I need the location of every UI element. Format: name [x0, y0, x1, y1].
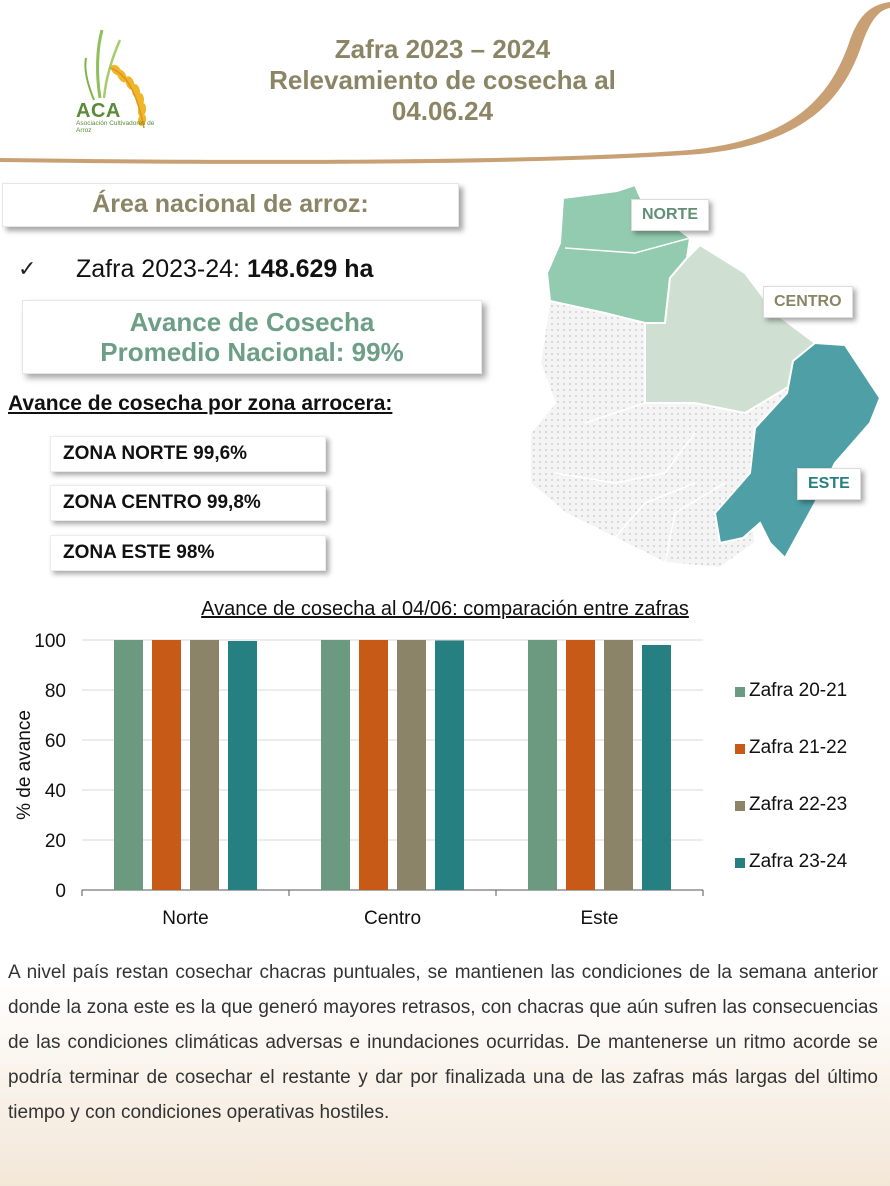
check-icon: ✓: [18, 256, 37, 281]
zafra-area-label: Zafra 2023-24:: [76, 255, 240, 283]
bar: [642, 645, 671, 890]
logo-subtext: Asociación Cultivadores de Arroz: [76, 120, 155, 134]
avance-promedio-text: Avance de Cosecha Promedio Nacional: 99%: [23, 307, 481, 367]
legend-swatch: [735, 801, 745, 811]
y-tick-label: 40: [45, 781, 66, 802]
avance-line-1: Avance de Cosecha: [129, 307, 375, 337]
legend-swatch: [735, 687, 745, 697]
zona-badge-centro: ZONA CENTRO 99,8%: [50, 485, 326, 521]
y-axis-label: % de avance: [14, 710, 35, 820]
map-label-norte: NORTE: [631, 199, 709, 231]
zona-badge-label: ZONA NORTE 99,6%: [63, 443, 248, 464]
bar: [435, 640, 464, 890]
zona-badge-label: ZONA ESTE 98%: [63, 542, 215, 563]
y-tick-label: 20: [45, 831, 66, 852]
area-heading: Área nacional de arroz:: [92, 190, 369, 218]
zafra-area-line: Zafra 2023-24: 148.629 ha: [76, 255, 373, 284]
map-borders: [554, 237, 726, 564]
bar: [190, 640, 219, 890]
header-swoosh: [0, 2, 890, 170]
legend-label: Zafra 20-21: [749, 680, 848, 701]
x-category-label: Centro: [364, 908, 421, 929]
bar: [321, 640, 350, 890]
area-heading-box: Área nacional de arroz:: [2, 183, 459, 227]
bar: [566, 640, 595, 890]
legend-swatch: [735, 858, 745, 868]
bar: [359, 640, 388, 890]
legend-swatch: [735, 744, 745, 754]
title-line: Relevamiento de cosecha al: [269, 65, 616, 95]
bar: [397, 640, 426, 890]
summary-paragraph: A nivel país restan cosechar chacras pun…: [8, 962, 878, 1123]
title-line: Zafra 2023 – 2024: [334, 34, 551, 64]
map-label-este: ESTE: [797, 468, 861, 500]
zafra-area-value: 148.629 ha: [246, 255, 374, 283]
zona-badge-este: ZONA ESTE 98%: [50, 535, 326, 571]
chart-title: Avance de cosecha al 04/06: comparación …: [201, 598, 689, 620]
legend-label: Zafra 23-24: [749, 851, 848, 872]
legend-label: Zafra 21-22: [749, 737, 848, 758]
page-title: Zafra 2023 – 2024 Relevamiento de cosech…: [200, 34, 685, 127]
uruguay-map: [529, 183, 882, 570]
header: ACA Asociación Cultivadores de Arroz Zaf…: [0, 0, 890, 170]
logo-text: ACA: [76, 100, 121, 122]
map-region-este: [713, 341, 882, 560]
bar: [528, 640, 557, 890]
y-tick-label: 80: [45, 681, 66, 702]
bar: [228, 641, 257, 890]
y-tick-label: 0: [55, 881, 66, 902]
rice-plant-logo-icon: [84, 29, 147, 129]
map-label-centro: CENTRO: [763, 286, 853, 318]
bar: [604, 640, 633, 890]
y-tick-label: 100: [34, 631, 66, 652]
avance-promedio-box: Avance de Cosecha Promedio Nacional: 99%: [22, 300, 482, 374]
x-category-label: Norte: [162, 908, 208, 929]
title-line: 04.06.24: [391, 96, 494, 126]
legend-label: Zafra 22-23: [749, 794, 848, 815]
zona-badge-norte: ZONA NORTE 99,6%: [50, 436, 326, 472]
bar: [114, 640, 143, 890]
avance-line-2: Promedio Nacional: 99%: [100, 337, 404, 367]
x-category-label: Este: [580, 908, 618, 929]
zona-badge-label: ZONA CENTRO 99,8%: [63, 492, 261, 513]
y-tick-label: 60: [45, 731, 66, 752]
bar: [152, 640, 181, 890]
bar-chart: 0 20 40 60 80 100 % de avance Norte Centro Este: [14, 631, 704, 929]
zonas-heading: Avance de cosecha por zona arrocera:: [8, 392, 393, 415]
